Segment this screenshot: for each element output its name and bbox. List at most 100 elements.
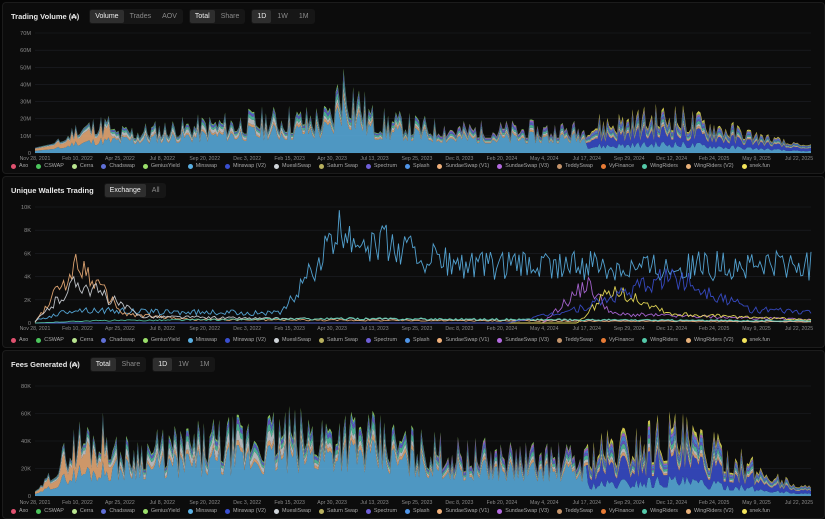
legend-item-axo[interactable]: Axo (11, 337, 28, 343)
legend-item-cerra[interactable]: Cerra (71, 163, 94, 169)
legend-item-muesliswap[interactable]: MuesliSwap (273, 337, 311, 343)
legend-item-teddyswap[interactable]: TeddySwap (556, 337, 593, 343)
y-tick-label: 2K (24, 298, 31, 304)
legend-item-spectrum[interactable]: Spectrum (365, 508, 397, 514)
legend-item-cerra[interactable]: Cerra (71, 337, 93, 343)
x-tick-label: Jul 17, 2024 (573, 326, 601, 332)
legend-label: MuesliSwap (281, 163, 312, 169)
legend-item-vyfinance[interactable]: VyFinance (600, 337, 634, 343)
legend-swatch (225, 163, 230, 169)
interval-1d[interactable]: 1D (153, 357, 173, 371)
legend-item-sundaeswap-v3[interactable]: SundaeSwap (V3) (497, 337, 549, 343)
interval-1w[interactable]: 1W (277, 12, 288, 20)
legend-item-axo[interactable]: Axo (11, 508, 28, 514)
legend-label: VyFinance (608, 163, 635, 169)
x-tick-label: Sep 25, 2023 (402, 156, 433, 162)
legend-item-geniusyield[interactable]: GeniusYield (142, 163, 180, 169)
legend-item-vyfinance[interactable]: VyFinance (600, 508, 634, 514)
interval-1m[interactable]: 1M (298, 12, 309, 20)
legend-label: Cerra (79, 163, 94, 169)
legend-label: Saturn Swap (327, 337, 358, 343)
exchange-tab[interactable]: Exchange (104, 183, 146, 197)
volume-tab[interactable]: Volume (90, 9, 124, 23)
legend-label: Minswap (195, 337, 217, 343)
legend-item-minswap[interactable]: Minswap (187, 508, 217, 514)
legend-item-wingriders[interactable]: WingRiders (642, 508, 678, 514)
legend-item-chadswap[interactable]: Chadswap (101, 337, 135, 343)
legend-item-muesliswap[interactable]: MuesliSwap (273, 163, 312, 169)
legend-item-sundaeswap-v1[interactable]: SundaeSwap (V1) (437, 508, 489, 514)
interval-1w[interactable]: 1W (178, 360, 189, 368)
legend-swatch (600, 163, 606, 169)
legend-item-saturn-swap[interactable]: Saturn Swap (319, 163, 358, 169)
legend-item-minswap[interactable]: Minswap (187, 163, 217, 169)
legend-item-geniusyield[interactable]: GeniusYield (142, 337, 180, 343)
x-tick-label: Dec 8, 2023 (445, 326, 473, 332)
legend-swatch (319, 337, 325, 343)
legend-item-minswap-v2[interactable]: Minswap (V2) (225, 163, 266, 169)
legend-item-wingriders-v2[interactable]: WingRiders (V2) (686, 163, 734, 169)
legend-item-splash[interactable]: Splash (404, 508, 429, 514)
x-tick-label: Jul 17, 2024 (573, 500, 601, 506)
x-tick-label: Sep 25, 2023 (402, 500, 433, 506)
legend-label: snek.fun (749, 337, 770, 343)
legend-item-teddyswap[interactable]: TeddySwap (556, 163, 593, 169)
y-tick-label: 8K (24, 228, 31, 234)
legend-item-sundaeswap-v3[interactable]: SundaeSwap (V3) (497, 163, 549, 169)
legend-item-cswap[interactable]: CSWAP (36, 163, 64, 169)
legend-swatch (437, 337, 443, 343)
legend-item-splash[interactable]: Splash (404, 337, 429, 343)
share-tab[interactable]: Share (121, 360, 141, 368)
aov-tab[interactable]: AOV (162, 12, 177, 20)
share-tab[interactable]: Share (220, 12, 240, 20)
legend-label: TeddySwap (564, 337, 593, 343)
legend-item-teddyswap[interactable]: TeddySwap (556, 508, 593, 514)
area-sundaeswap-v1 (35, 430, 811, 494)
legend-item-muesliswap[interactable]: MuesliSwap (273, 508, 311, 514)
interval-1d[interactable]: 1D (252, 9, 272, 23)
legend-label: Cerra (79, 508, 94, 514)
legend-item-snek-fun[interactable]: snek.fun (741, 508, 770, 514)
all-tab[interactable]: All (151, 186, 160, 194)
x-tick-label: Jul 13, 2023 (360, 156, 388, 162)
legend-item-minswap-v2[interactable]: Minswap (V2) (225, 508, 266, 514)
y-tick-label: 80K (21, 384, 31, 390)
mode-toggle: Total Share (188, 8, 246, 24)
legend-item-saturn-swap[interactable]: Saturn Swap (319, 508, 358, 514)
legend-item-snek-fun[interactable]: snek.fun (741, 337, 770, 343)
legend-item-cswap[interactable]: CSWAP (36, 337, 64, 343)
legend-item-spectrum[interactable]: Spectrum (365, 163, 397, 169)
legend-swatch (273, 508, 279, 514)
legend-item-chadswap[interactable]: Chadswap (101, 508, 135, 514)
total-tab[interactable]: Total (90, 357, 116, 371)
legend-item-wingriders[interactable]: WingRiders (642, 163, 678, 169)
legend-item-wingriders-v2[interactable]: WingRiders (V2) (686, 508, 734, 514)
legend-item-wingriders[interactable]: WingRiders (642, 337, 678, 343)
legend-item-sundaeswap-v1[interactable]: SundaeSwap (V1) (437, 163, 489, 169)
trades-tab[interactable]: Trades (129, 12, 152, 20)
legend-label: SundaeSwap (V1) (445, 508, 490, 514)
legend-swatch (101, 337, 107, 343)
area-splash (35, 408, 811, 492)
legend-item-saturn-swap[interactable]: Saturn Swap (319, 337, 358, 343)
legend-item-spectrum[interactable]: Spectrum (365, 337, 397, 343)
legend-item-minswap[interactable]: Minswap (187, 337, 217, 343)
legend-item-splash[interactable]: Splash (404, 163, 429, 169)
legend-item-geniusyield[interactable]: GeniusYield (142, 508, 180, 514)
legend-item-vyfinance[interactable]: VyFinance (600, 163, 635, 169)
legend-item-sundaeswap-v3[interactable]: SundaeSwap (V3) (497, 508, 549, 514)
legend-item-snek-fun[interactable]: snek.fun (741, 163, 770, 169)
legend-item-axo[interactable]: Axo (11, 163, 28, 169)
legend-item-wingriders-v2[interactable]: WingRiders (V2) (686, 337, 734, 343)
legend-swatch (600, 337, 606, 343)
legend-item-cswap[interactable]: CSWAP (36, 508, 64, 514)
legend-swatch (319, 163, 325, 169)
legend-item-cerra[interactable]: Cerra (71, 508, 94, 514)
total-tab[interactable]: Total (189, 9, 215, 23)
y-tick-label: 40M (20, 82, 31, 88)
legend-swatch (142, 508, 148, 514)
legend-item-sundaeswap-v1[interactable]: SundaeSwap (V1) (437, 337, 489, 343)
legend-item-chadswap[interactable]: Chadswap (101, 163, 135, 169)
interval-1m[interactable]: 1M (199, 360, 210, 368)
legend-item-minswap-v2[interactable]: Minswap (V2) (225, 337, 266, 343)
